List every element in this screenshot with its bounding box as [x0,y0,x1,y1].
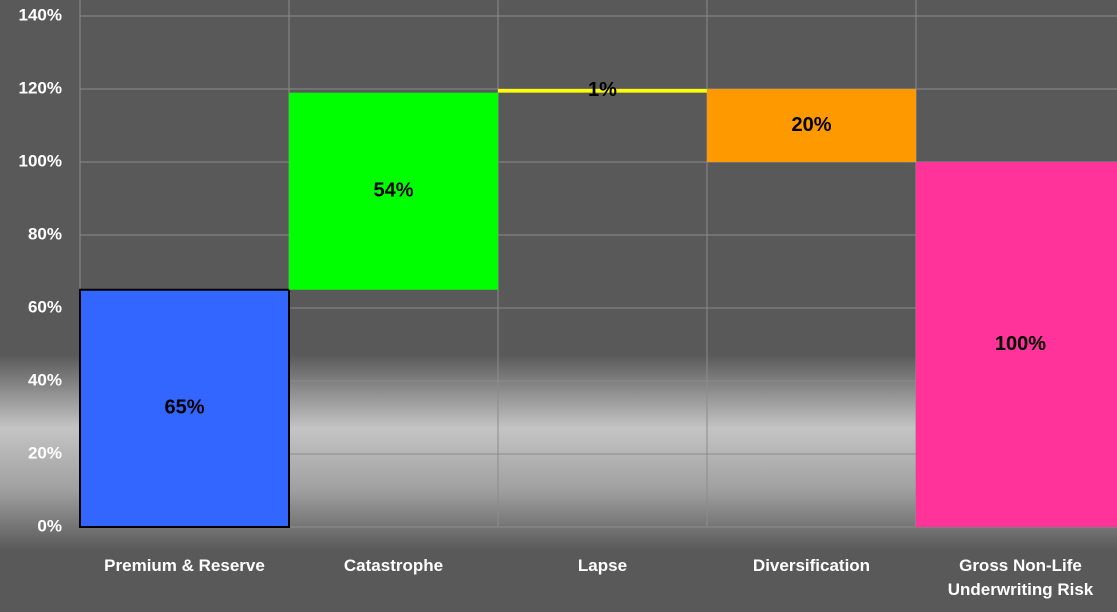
bar [79,288,290,528]
data-label: 20% [791,114,831,136]
x-tick-label: Gross Non-Life Underwriting Risk [947,556,1094,599]
y-tick-label: 40% [28,370,62,389]
data-label: 100% [995,333,1046,355]
y-tick-label: 100% [19,151,62,170]
y-tick-label: 0% [37,516,62,535]
data-label: 1% [588,79,617,101]
bar [498,89,707,93]
x-tick-label: Catastrophe [343,556,444,575]
data-label: 54% [373,179,413,201]
y-tick-label: 20% [28,443,62,462]
x-tick-label: Diversification [752,556,871,575]
y-tick-label: 60% [28,297,62,316]
x-tick-label: Premium & Reserve [104,556,265,575]
x-tick-label: Lapse [577,556,628,575]
y-tick-label: 120% [19,78,62,97]
y-tick-label: 140% [19,5,62,24]
bar [916,162,1117,527]
data-label: 65% [164,397,204,419]
bar [707,89,916,162]
y-tick-label: 80% [28,224,62,243]
bar [289,92,498,290]
